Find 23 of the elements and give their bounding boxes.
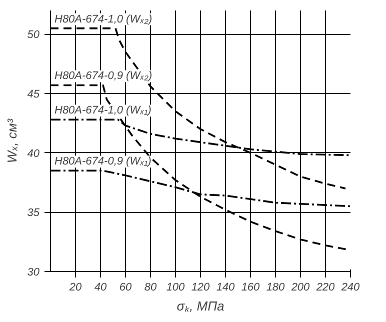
x-tick-label: 20 (68, 282, 82, 294)
x-tick-label: 160 (241, 282, 261, 294)
x-axis-title: σₖ, МПа (176, 298, 224, 314)
x-tick-label: 180 (266, 282, 286, 294)
x-tick-label: 40 (94, 282, 108, 294)
y-tick-label: 30 (27, 266, 40, 278)
x-tick-label: 100 (166, 282, 186, 294)
series-label: Н80А-674-0,9 (Wₓ₂) (54, 70, 152, 82)
y-axis-title: Wₓ, см³ (4, 118, 20, 164)
x-tick-label: 140 (216, 282, 236, 294)
x-tick-label: 80 (144, 282, 158, 294)
y-tick-label: 35 (27, 207, 40, 220)
x-tick-label: 60 (119, 282, 132, 294)
series-label: Н80А-674-1,0 (Wₓ₁) (54, 104, 152, 117)
series-label: Н80А-674-0,9 (Wₓ₁) (54, 156, 152, 168)
y-tick-label: 40 (27, 148, 40, 160)
x-tick-label: 220 (315, 282, 336, 294)
x-tick-label: 240 (340, 282, 361, 294)
y-tick-label: 45 (27, 88, 40, 101)
y-tick-label: 50 (27, 29, 40, 42)
x-tick-label: 120 (191, 282, 211, 294)
x-tick-label: 200 (290, 282, 311, 294)
series-label: Н80А-674-1,0 (Wₓ₂) (54, 13, 152, 26)
